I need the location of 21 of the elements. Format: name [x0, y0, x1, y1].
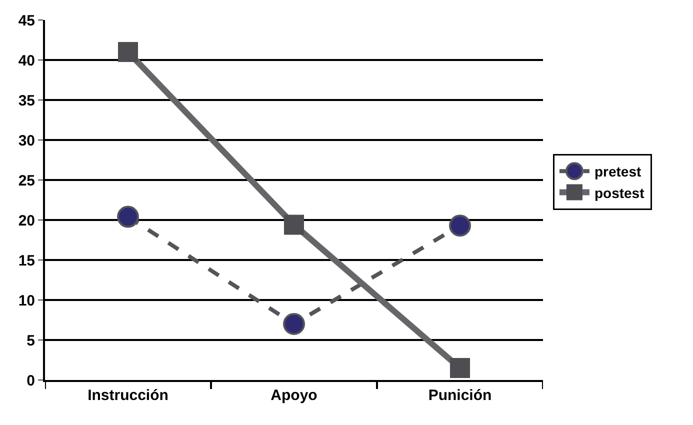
- y-tick-label: 30: [18, 132, 35, 150]
- y-tick-label: 40: [18, 52, 35, 70]
- point: [450, 358, 470, 378]
- y-tick-label: 0: [26, 372, 35, 390]
- legend-label: postest: [594, 184, 645, 201]
- point: [449, 214, 471, 237]
- point: [118, 42, 138, 62]
- point: [117, 206, 139, 228]
- y-tick-label: 20: [18, 212, 35, 230]
- y-tick-label: 45: [18, 12, 35, 30]
- y-tick-label: 10: [18, 292, 35, 310]
- point: [284, 214, 304, 235]
- y-tick-label: 35: [18, 92, 35, 110]
- x-tick-label: Instrucción: [88, 387, 168, 404]
- y-tick-label: 25: [18, 172, 35, 190]
- y-tick-label: 5: [26, 332, 35, 350]
- y-tick-label: 15: [18, 252, 35, 270]
- x-tick-label: Apoyo: [270, 387, 318, 404]
- x-tick-label: Punición: [428, 387, 492, 404]
- legend-label: pretest: [594, 164, 642, 180]
- point: [283, 313, 305, 335]
